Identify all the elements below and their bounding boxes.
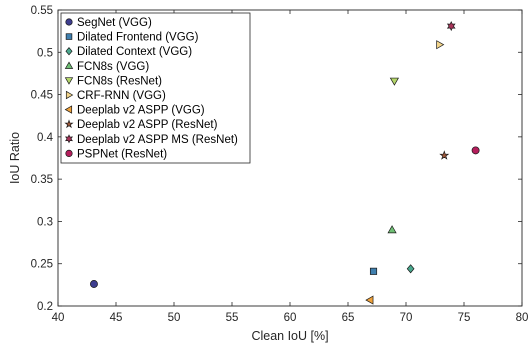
legend-box <box>60 12 251 164</box>
data-point <box>439 150 450 160</box>
legend-marker <box>64 105 73 114</box>
data-point <box>90 280 98 288</box>
legend-label: Dilated Context (VGG) <box>77 46 192 58</box>
y-tick-label: 0.2 <box>37 301 53 313</box>
x-tick-label: 40 <box>52 312 65 324</box>
legend-label: PSPNet (ResNet) <box>77 148 167 160</box>
x-tick-label: 75 <box>458 312 471 324</box>
data-point <box>436 40 445 50</box>
legend: SegNet (VGG) Dilated Frontend (VGG) Dilate… <box>60 12 251 164</box>
x-tick-label: 60 <box>284 312 297 324</box>
data-point <box>365 295 374 305</box>
data-point <box>406 264 415 274</box>
legend-marker <box>65 47 73 56</box>
x-tick-label: 80 <box>516 312 529 324</box>
x-tick-label: 55 <box>226 312 239 324</box>
legend-label: Deeplab v2 ASPP MS (ResNet) <box>77 134 238 146</box>
y-tick-label: 0.55 <box>31 5 53 17</box>
legend-label: Deeplab v2 ASPP (VGG) <box>77 105 205 117</box>
x-tick-label: 65 <box>342 312 355 324</box>
data-point <box>471 146 480 155</box>
legend-marker <box>65 33 73 40</box>
data-point <box>389 77 400 86</box>
x-tick-label: 50 <box>168 312 181 324</box>
data-point <box>446 21 456 32</box>
legend-marker <box>65 18 73 26</box>
legend-marker <box>65 134 73 144</box>
legend-label: Dilated Frontend (VGG) <box>77 32 199 44</box>
y-tick-label: 0.4 <box>37 132 54 144</box>
legend-label: Deeplab v2 ASPP (ResNet) <box>77 119 218 131</box>
axes: 40 45 50 55 60 65 70 75 80 0.2 0.25 0.3 0.35 0.4 0.45 0… <box>31 5 529 324</box>
y-tick-label: 0.3 <box>37 216 53 228</box>
x-tick-label: 70 <box>400 312 413 324</box>
legend-marker <box>65 149 73 157</box>
legend-label: FCN8s (ResNet) <box>77 75 162 87</box>
x-tick-label: 45 <box>110 312 123 324</box>
data-points <box>90 21 480 305</box>
legend-marker <box>64 77 74 85</box>
data-point <box>387 225 397 234</box>
data-point <box>369 267 378 275</box>
legend-label: CRF-RNN (VGG) <box>77 90 166 102</box>
legend-marker <box>65 90 74 100</box>
legend-marker <box>64 61 74 69</box>
legend-label: SegNet (VGG) <box>77 17 152 29</box>
y-tick-label: 0.5 <box>37 47 53 59</box>
legend-label: FCN8s (VGG) <box>77 61 149 73</box>
x-axis-title: Clean IoU [%] <box>251 329 328 343</box>
y-tick-label: 0.25 <box>31 259 53 271</box>
y-tick-label: 0.35 <box>31 174 53 186</box>
y-tick-label: 0.45 <box>31 90 53 102</box>
y-axis-title: IoU Ratio <box>8 132 22 184</box>
legend-marker <box>64 119 74 129</box>
